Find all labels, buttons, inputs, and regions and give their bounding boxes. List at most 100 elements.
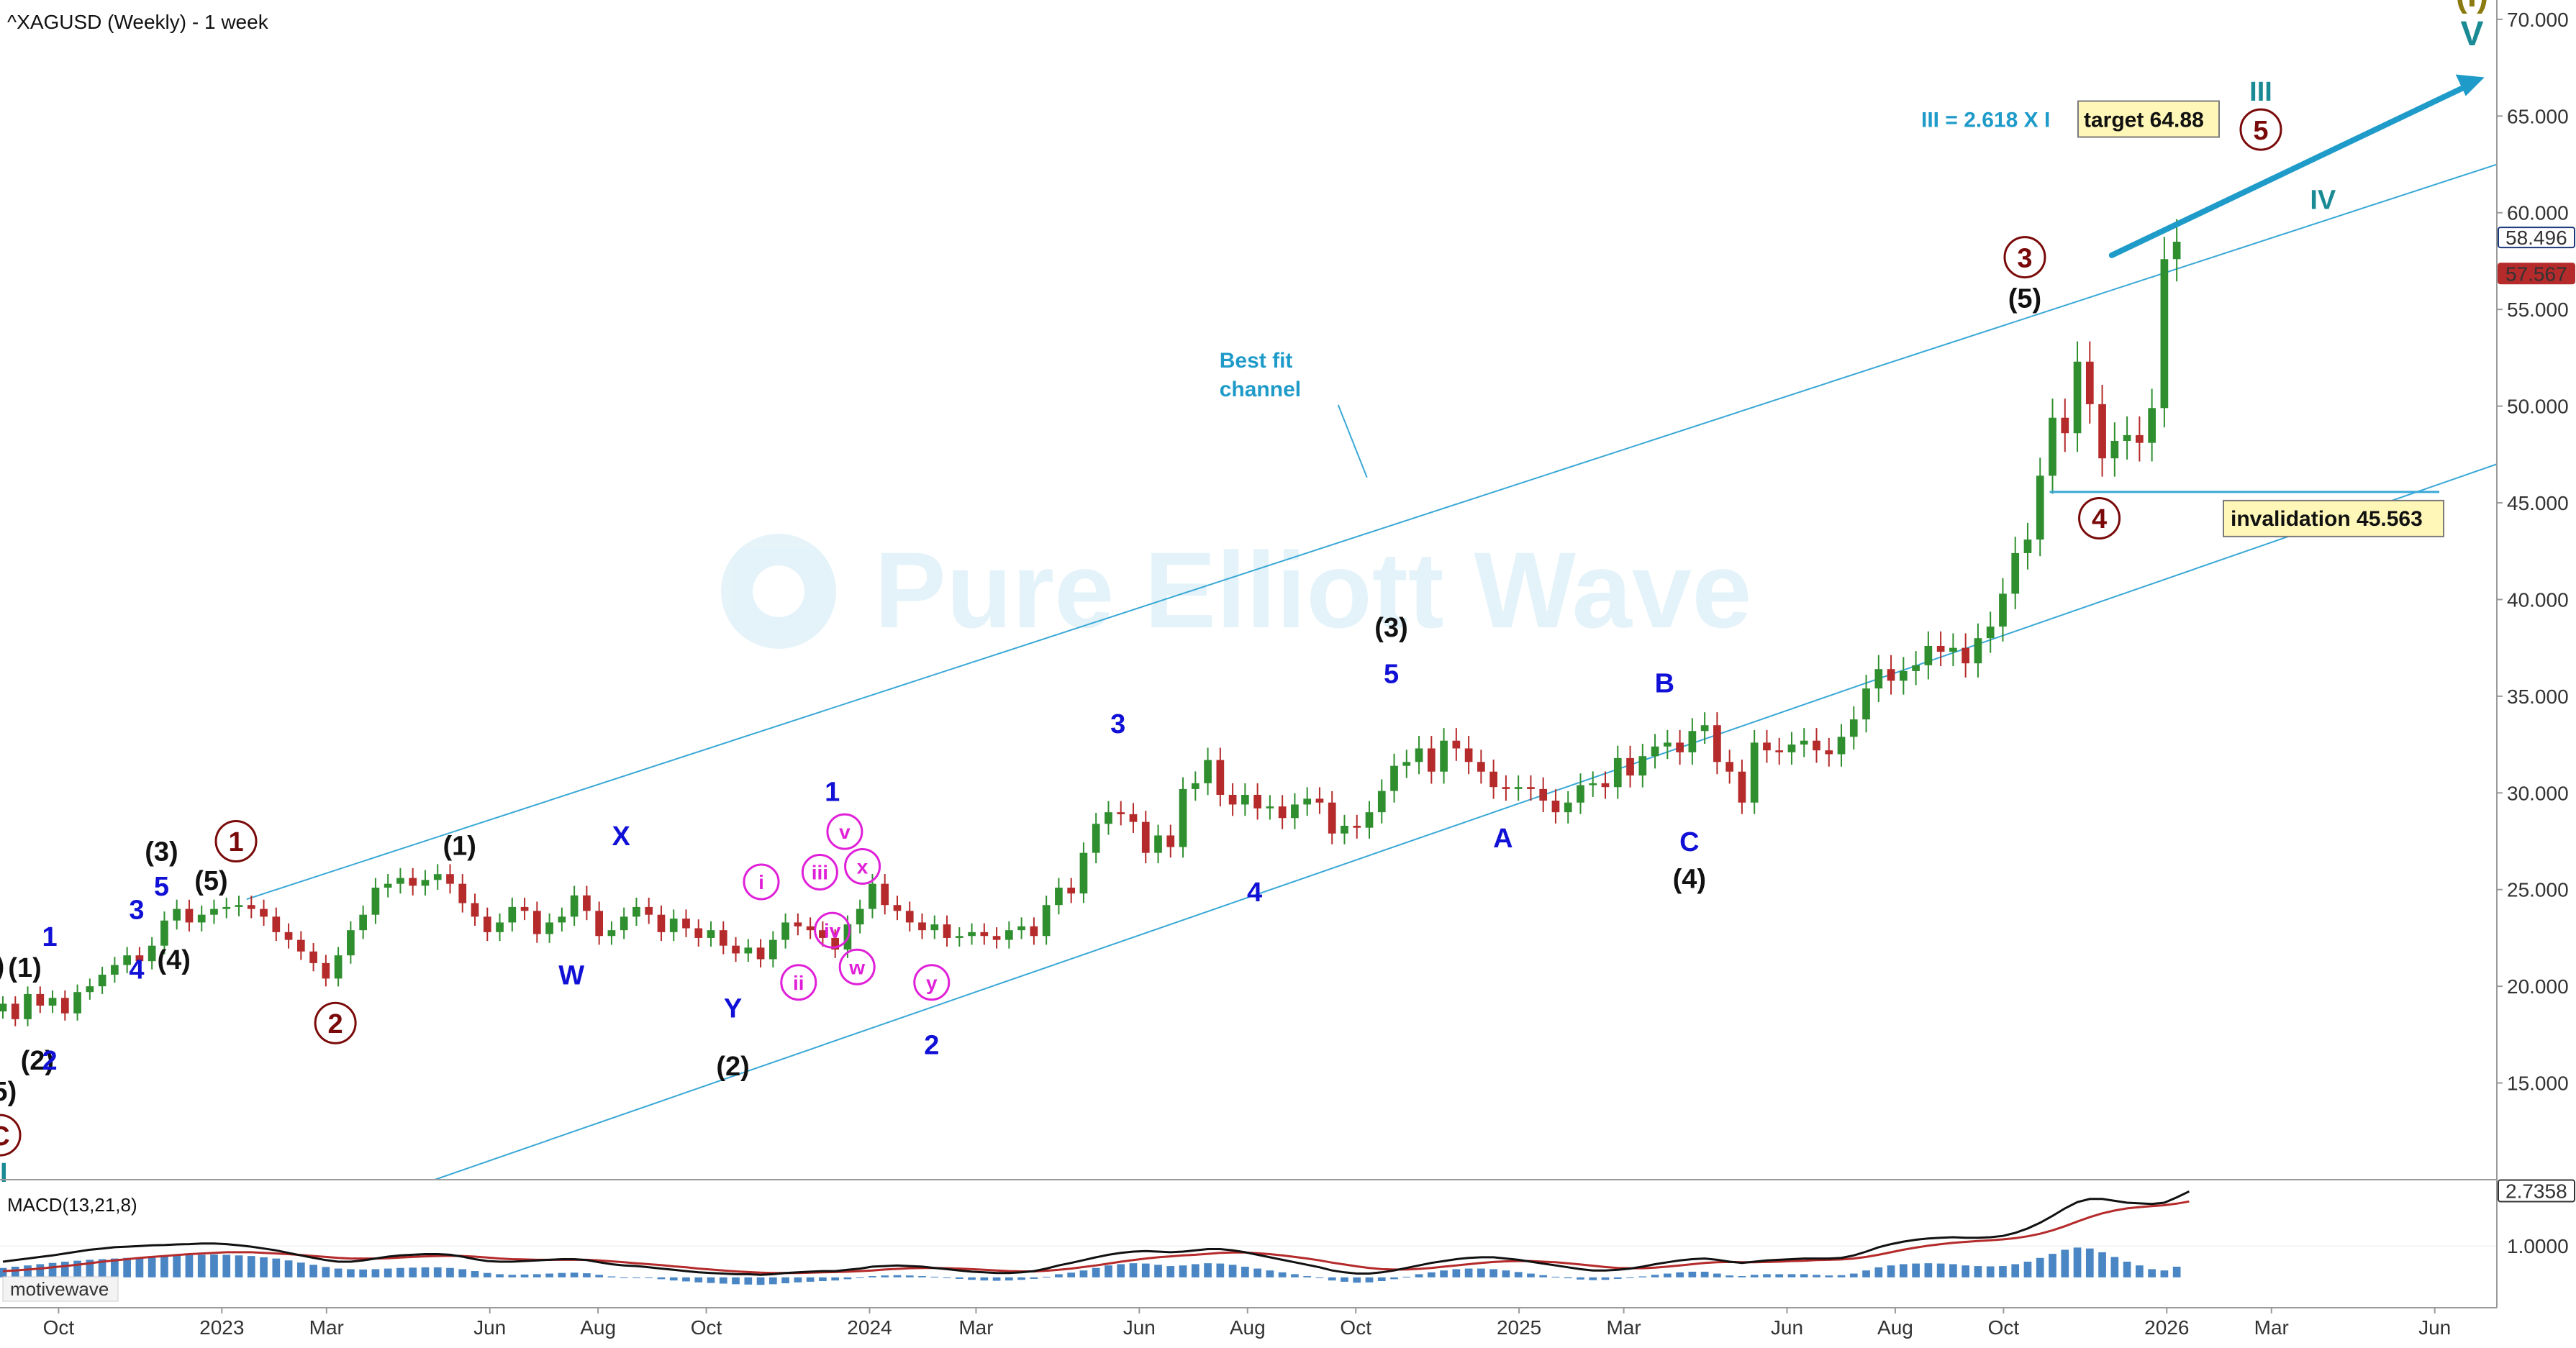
candle[interactable] bbox=[1539, 777, 1548, 812]
candle[interactable] bbox=[173, 899, 181, 930]
candle[interactable] bbox=[781, 913, 789, 949]
candle[interactable] bbox=[645, 897, 653, 924]
time-axis[interactable]: Oct 2023 Mar Jun Aug Oct 2024 Mar Jun Aug Oct 2025 M… bbox=[43, 1308, 2452, 1339]
candle[interactable] bbox=[1763, 729, 1771, 763]
candle[interactable] bbox=[1291, 793, 1299, 829]
candle[interactable] bbox=[1117, 801, 1125, 826]
candle[interactable] bbox=[893, 896, 902, 921]
candle[interactable] bbox=[2148, 388, 2156, 462]
candle[interactable] bbox=[2036, 457, 2044, 557]
candle[interactable] bbox=[607, 921, 616, 945]
candle[interactable] bbox=[359, 905, 367, 939]
candle[interactable] bbox=[632, 897, 640, 926]
candle[interactable] bbox=[1638, 744, 1647, 788]
candle[interactable] bbox=[111, 957, 119, 983]
candle[interactable] bbox=[1154, 824, 1162, 864]
candle[interactable] bbox=[570, 885, 579, 926]
candle[interactable] bbox=[272, 907, 281, 942]
candle[interactable] bbox=[1688, 718, 1697, 765]
candle[interactable] bbox=[334, 947, 343, 987]
candle[interactable] bbox=[1837, 724, 1846, 767]
candle[interactable] bbox=[831, 929, 840, 958]
candle[interactable] bbox=[1452, 728, 1461, 761]
candle[interactable] bbox=[1105, 801, 1112, 835]
price-axis[interactable]: 15.000 20.000 25.000 30.000 35.000 40.000 45.0… bbox=[2497, 9, 2575, 1095]
candle[interactable] bbox=[707, 921, 715, 947]
candle[interactable] bbox=[1589, 771, 1597, 797]
candle[interactable] bbox=[1353, 814, 1361, 839]
candle[interactable] bbox=[409, 867, 417, 896]
candle[interactable] bbox=[558, 907, 566, 932]
candle[interactable] bbox=[1017, 917, 1025, 939]
candle[interactable] bbox=[1328, 791, 1336, 844]
candle[interactable] bbox=[1750, 729, 1759, 814]
candle[interactable] bbox=[1228, 783, 1237, 816]
candle[interactable] bbox=[433, 864, 442, 890]
candle[interactable] bbox=[1713, 712, 1721, 775]
candle[interactable] bbox=[1564, 791, 1572, 824]
candle[interactable] bbox=[458, 874, 467, 913]
candle[interactable] bbox=[24, 986, 32, 1026]
candle[interactable] bbox=[1551, 789, 1560, 824]
candle[interactable] bbox=[2023, 522, 2032, 570]
candle[interactable] bbox=[1067, 878, 1076, 903]
candle[interactable] bbox=[657, 905, 666, 942]
candle[interactable] bbox=[1191, 771, 1199, 801]
candle[interactable] bbox=[1365, 801, 1374, 839]
candle[interactable] bbox=[1341, 814, 1348, 844]
candle[interactable] bbox=[222, 897, 231, 919]
candle[interactable] bbox=[1577, 773, 1584, 814]
candle[interactable] bbox=[1502, 775, 1510, 801]
candle[interactable] bbox=[2110, 422, 2119, 477]
candle[interactable] bbox=[235, 896, 243, 916]
candle[interactable] bbox=[86, 978, 94, 1000]
candle[interactable] bbox=[197, 905, 206, 932]
candle[interactable] bbox=[1055, 878, 1063, 915]
candle[interactable] bbox=[1166, 824, 1175, 858]
candle[interactable] bbox=[1179, 777, 1187, 858]
candle[interactable] bbox=[160, 911, 168, 955]
candle[interactable] bbox=[1427, 736, 1436, 784]
candle[interactable] bbox=[347, 921, 355, 964]
candle[interactable] bbox=[1241, 783, 1249, 816]
candle[interactable] bbox=[1663, 729, 1672, 760]
candle[interactable] bbox=[794, 913, 802, 936]
candle[interactable] bbox=[1464, 736, 1473, 775]
candle[interactable] bbox=[1986, 611, 1995, 653]
candle[interactable] bbox=[1725, 750, 1734, 784]
candle[interactable] bbox=[918, 913, 926, 939]
candle[interactable] bbox=[881, 874, 889, 915]
candle[interactable] bbox=[1377, 779, 1386, 824]
candle[interactable] bbox=[1527, 775, 1535, 801]
candle[interactable] bbox=[856, 899, 864, 934]
candle[interactable] bbox=[284, 923, 293, 949]
candle[interactable] bbox=[1825, 737, 1833, 767]
candle[interactable] bbox=[806, 917, 815, 939]
candle[interactable] bbox=[2049, 399, 2056, 494]
candle[interactable] bbox=[669, 909, 678, 942]
candle[interactable] bbox=[1216, 747, 1225, 807]
candle[interactable] bbox=[1253, 783, 1261, 820]
candle[interactable] bbox=[1440, 728, 1448, 784]
candle[interactable] bbox=[1676, 729, 1684, 765]
candle[interactable] bbox=[1626, 745, 1634, 788]
candle[interactable] bbox=[694, 919, 703, 947]
candle[interactable] bbox=[1874, 655, 1883, 703]
candle[interactable] bbox=[185, 899, 194, 932]
candle[interactable] bbox=[1266, 795, 1274, 820]
candle[interactable] bbox=[930, 915, 939, 939]
candle[interactable] bbox=[1651, 734, 1659, 769]
candle[interactable] bbox=[2172, 219, 2181, 282]
candle[interactable] bbox=[1390, 753, 1398, 803]
candle[interactable] bbox=[1849, 706, 1858, 750]
candle[interactable] bbox=[1030, 917, 1038, 945]
channel-lower-line[interactable] bbox=[434, 463, 2498, 1180]
candle[interactable] bbox=[471, 893, 479, 926]
candle[interactable] bbox=[1974, 623, 1982, 678]
candle[interactable] bbox=[1415, 736, 1423, 775]
candle[interactable] bbox=[1949, 633, 1957, 667]
candle[interactable] bbox=[1514, 775, 1523, 801]
candle[interactable] bbox=[508, 897, 517, 932]
candle[interactable] bbox=[11, 996, 19, 1026]
candle[interactable] bbox=[1813, 728, 1820, 763]
